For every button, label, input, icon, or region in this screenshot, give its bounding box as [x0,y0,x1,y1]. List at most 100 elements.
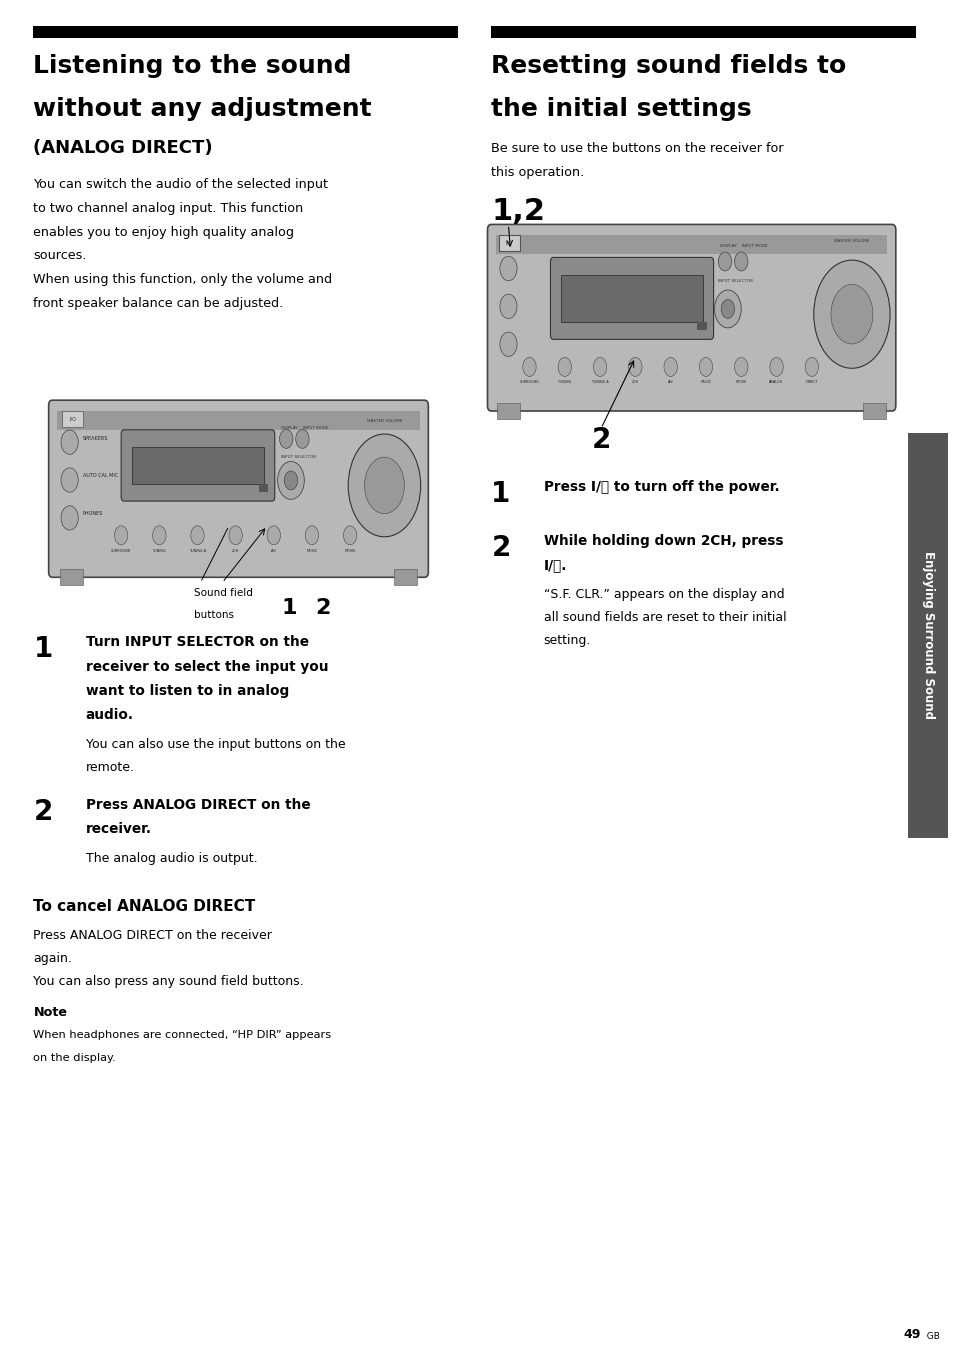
Text: INPUT SELECTOR: INPUT SELECTOR [281,456,316,460]
Text: I/O: I/O [505,241,513,246]
Text: PHONES: PHONES [83,511,103,516]
Circle shape [769,357,782,376]
Text: Be sure to use the buttons on the receiver for: Be sure to use the buttons on the receiv… [491,142,783,155]
Text: all sound fields are reset to their initial: all sound fields are reset to their init… [543,611,785,625]
Text: SPEAKERS: SPEAKERS [83,435,109,441]
Circle shape [499,257,517,281]
Text: 49: 49 [902,1328,920,1341]
Text: Sound field: Sound field [193,588,253,598]
Text: the initial settings: the initial settings [491,97,751,122]
Text: remote.: remote. [86,761,134,775]
Text: setting.: setting. [543,634,591,648]
Text: You can also use the input buttons on the: You can also use the input buttons on th… [86,738,345,752]
Text: receiver.: receiver. [86,822,152,836]
Text: I/O: I/O [69,416,76,422]
Text: TUNING A: TUNING A [189,549,206,553]
Text: DISPLAY    INPUT MODE: DISPLAY INPUT MODE [281,426,329,430]
Bar [697,322,706,330]
Text: TUNING A: TUNING A [591,380,608,384]
Circle shape [114,526,128,545]
Circle shape [499,333,517,357]
Text: MOVIE: MOVIE [735,380,746,384]
Text: enables you to enjoy high quality analog: enables you to enjoy high quality analog [33,226,294,239]
Bar [258,484,268,492]
Text: 1,2: 1,2 [491,197,545,226]
Text: 2CH: 2CH [232,549,239,553]
FancyBboxPatch shape [550,257,713,339]
Circle shape [718,251,731,270]
Text: 2: 2 [491,534,510,562]
Text: 2CH: 2CH [631,380,639,384]
Text: 2: 2 [591,426,610,454]
Text: A/V: A/V [667,380,673,384]
Circle shape [734,251,747,270]
Text: MOVIE: MOVIE [344,549,355,553]
Text: MUSIC: MUSIC [700,380,711,384]
Bar [491,26,915,38]
Circle shape [720,299,734,318]
Text: ANALOG: ANALOG [769,380,782,384]
Text: TUNING: TUNING [152,549,166,553]
Text: without any adjustment: without any adjustment [33,97,372,122]
Circle shape [813,260,889,368]
Text: You can switch the audio of the selected input: You can switch the audio of the selected… [33,178,328,192]
Circle shape [61,468,78,492]
Text: want to listen to in analog: want to listen to in analog [86,684,289,698]
Text: When using this function, only the volume and: When using this function, only the volum… [33,273,333,287]
Bar [497,403,519,419]
FancyBboxPatch shape [487,224,895,411]
Circle shape [295,430,309,449]
Text: AUTO CAL MIC: AUTO CAL MIC [83,473,118,479]
Circle shape [364,457,404,514]
Circle shape [279,430,293,449]
Bar [394,569,416,585]
Text: SURROUND: SURROUND [519,380,538,384]
Text: Listening to the sound: Listening to the sound [33,54,352,78]
Text: 1: 1 [281,598,296,618]
Text: on the display.: on the display. [33,1053,116,1063]
Circle shape [348,434,420,537]
Circle shape [804,357,818,376]
Text: Resetting sound fields to: Resetting sound fields to [491,54,845,78]
Circle shape [499,295,517,319]
Text: audio.: audio. [86,708,133,722]
Bar [33,26,457,38]
Bar [498,235,519,251]
Text: 1: 1 [33,635,52,664]
Text: While holding down 2CH, press: While holding down 2CH, press [543,534,782,548]
Circle shape [267,526,280,545]
Circle shape [305,526,318,545]
Circle shape [284,470,297,489]
Bar [62,411,83,427]
Circle shape [714,289,740,329]
Text: A/V: A/V [271,549,276,553]
Text: to two channel analog input. This function: to two channel analog input. This functi… [33,203,303,215]
Text: You can also press any sound field buttons.: You can also press any sound field butto… [33,975,304,988]
Text: To cancel ANALOG DIRECT: To cancel ANALOG DIRECT [33,899,255,914]
Text: Note: Note [33,1006,68,1019]
Bar [560,274,702,322]
Text: TUNING: TUNING [558,380,571,384]
Text: 1: 1 [491,480,510,508]
Text: this operation.: this operation. [491,165,584,178]
Circle shape [558,357,571,376]
Text: buttons: buttons [193,610,233,619]
Text: front speaker balance can be adjusted.: front speaker balance can be adjusted. [33,296,283,310]
Text: “S.F. CLR.” appears on the display and: “S.F. CLR.” appears on the display and [543,588,783,602]
Bar [496,235,886,254]
Text: Turn INPUT SELECTOR on the: Turn INPUT SELECTOR on the [86,635,309,649]
Text: The analog audio is output.: The analog audio is output. [86,852,257,865]
Text: DISPLAY    INPUT MODE: DISPLAY INPUT MODE [720,243,767,247]
Circle shape [277,461,304,499]
Circle shape [229,526,242,545]
Bar [132,448,264,484]
Text: MASTER VOLUME: MASTER VOLUME [833,239,869,242]
Text: MASTER VOLUME: MASTER VOLUME [366,419,402,423]
Text: receiver to select the input you: receiver to select the input you [86,660,328,673]
Circle shape [699,357,712,376]
Text: SURROUND: SURROUND [111,549,132,553]
Circle shape [830,284,872,343]
Circle shape [61,506,78,530]
Circle shape [191,526,204,545]
Text: DIRECT: DIRECT [804,380,818,384]
